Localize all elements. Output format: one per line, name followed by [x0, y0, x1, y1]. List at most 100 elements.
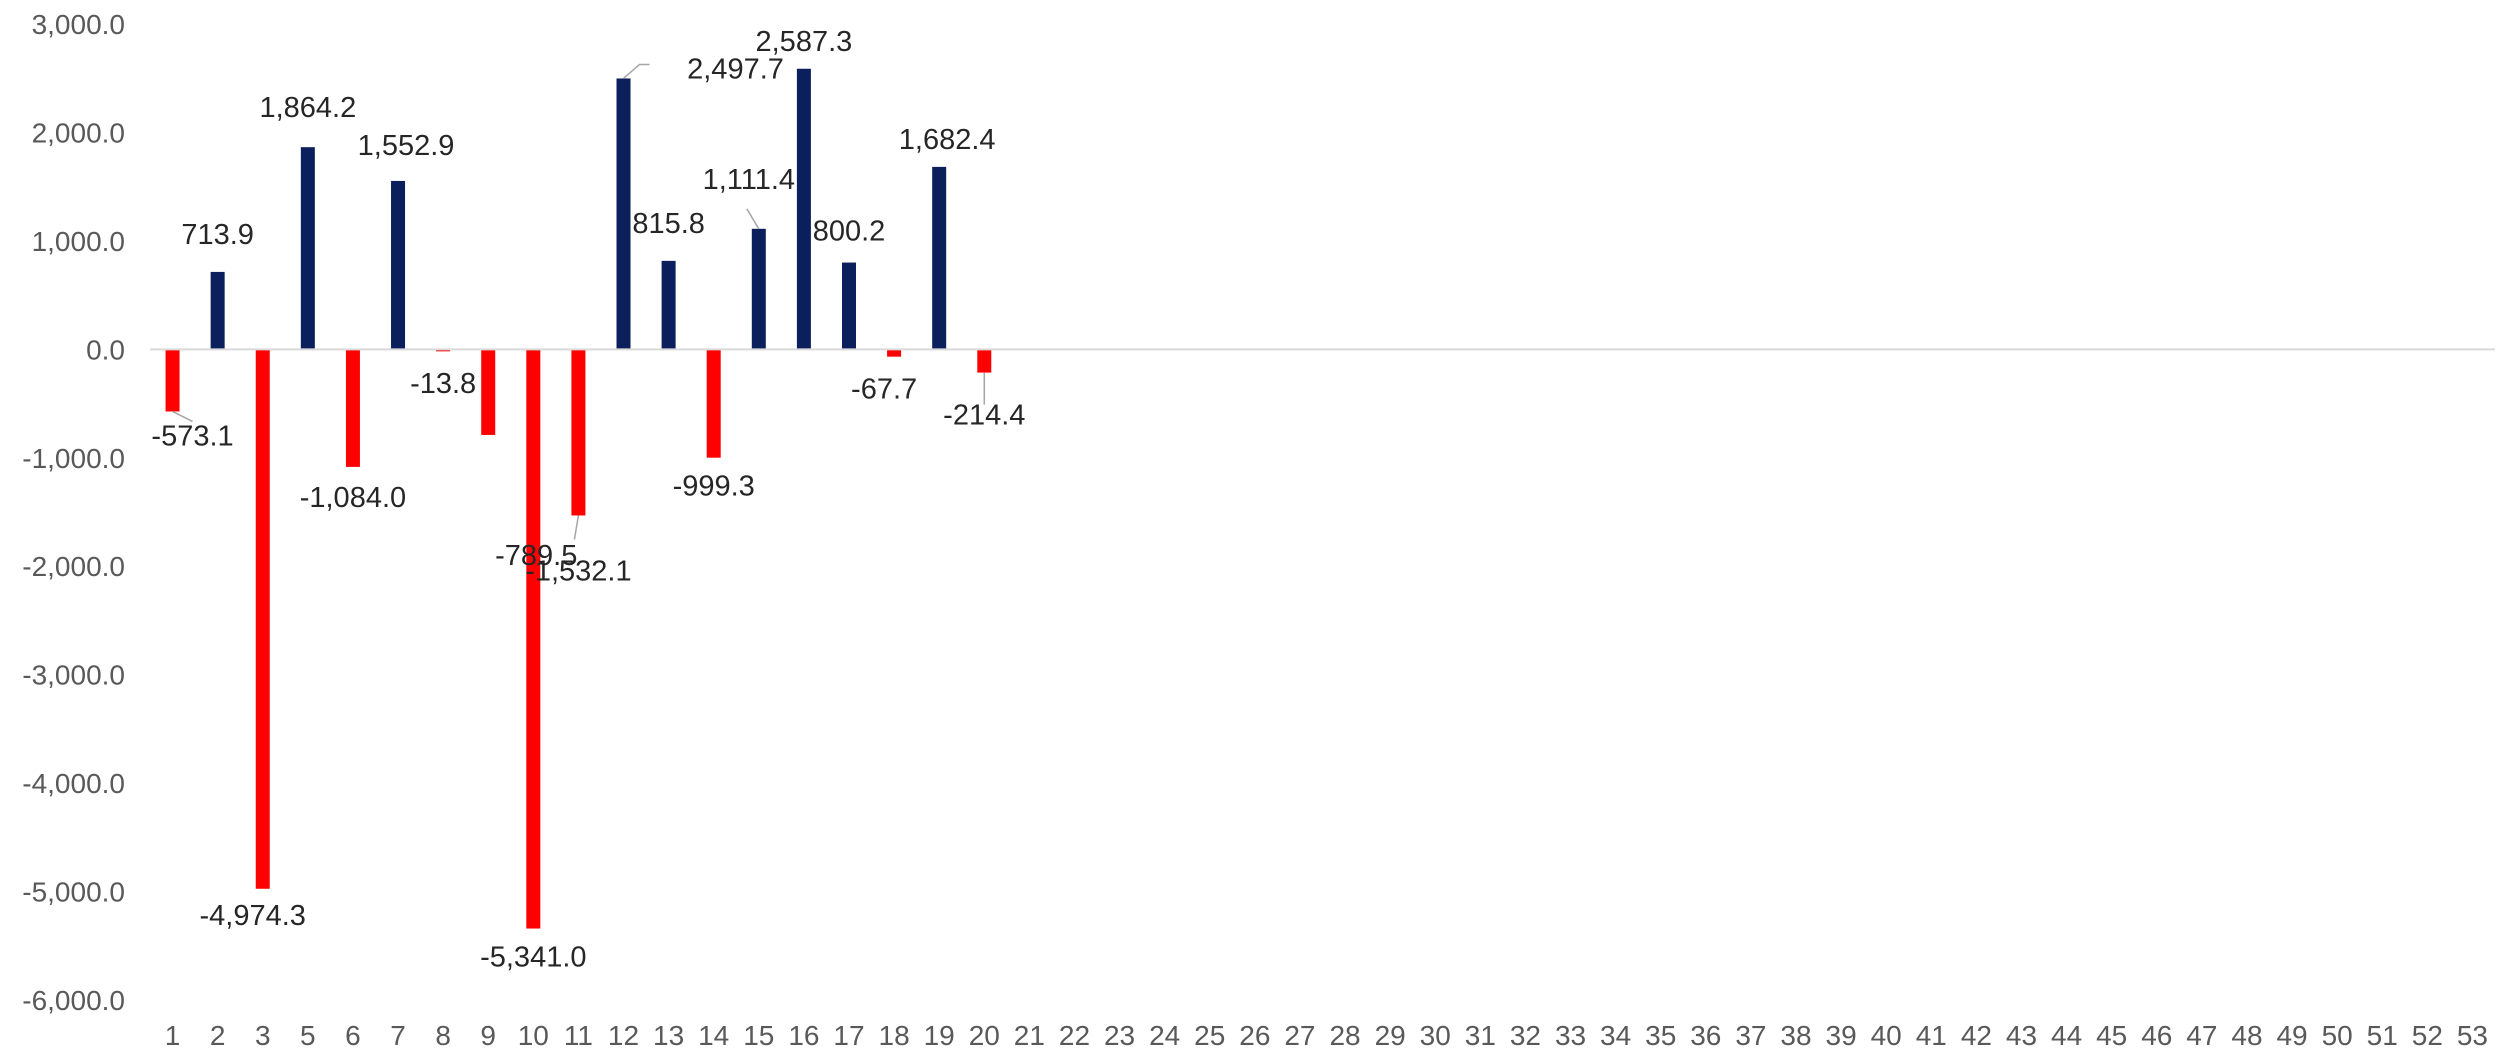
x-tick-label: 38	[1780, 1020, 1811, 1051]
data-label: 1,682.4	[899, 124, 996, 156]
bar	[661, 260, 676, 350]
x-tick-label: 32	[1510, 1020, 1541, 1051]
x-tick-label: 2	[210, 1020, 226, 1051]
data-label: -999.3	[673, 471, 755, 503]
bar	[887, 349, 902, 357]
x-tick-label: 45	[2096, 1020, 2127, 1051]
data-label: 1,864.2	[259, 92, 356, 124]
x-tick-label: 3	[255, 1020, 271, 1051]
y-tick-label: -6,000.0	[22, 985, 125, 1016]
x-tick-label: 7	[390, 1020, 406, 1051]
y-tick-label: 1,000.0	[32, 226, 125, 257]
x-tick-label: 41	[1916, 1020, 1947, 1051]
x-tick-label: 16	[788, 1020, 819, 1051]
data-label: 2,497.7	[687, 53, 784, 85]
y-axis: 3,000.0 2,000.0 1,000.0 0.0 -1,000.0 -2,000.0…	[22, 9, 125, 1016]
x-tick-label: 30	[1420, 1020, 1451, 1051]
y-tick-label: 2,000.0	[32, 117, 125, 148]
x-tick-label: 48	[2231, 1020, 2262, 1051]
x-tick-label: 40	[1871, 1020, 1902, 1051]
data-label: 713.9	[181, 219, 254, 251]
bar	[932, 166, 947, 350]
data-label: 1,552.9	[358, 130, 455, 162]
x-tick-label: 15	[743, 1020, 774, 1051]
x-tick-label: 50	[2322, 1020, 2353, 1051]
x-tick-label: 19	[924, 1020, 955, 1051]
y-tick-label: 0.0	[86, 334, 125, 365]
x-tick-label: 31	[1465, 1020, 1496, 1051]
x-tick-label: 13	[653, 1020, 684, 1051]
x-tick-label: 29	[1375, 1020, 1406, 1051]
x-tick-label: 1	[165, 1020, 181, 1051]
x-tick-label: 33	[1555, 1020, 1586, 1051]
bar	[255, 349, 270, 889]
x-tick-label: 24	[1149, 1020, 1180, 1051]
x-tick-label: 39	[1826, 1020, 1857, 1051]
x-tick-label: 20	[969, 1020, 1000, 1051]
x-tick-label: 53	[2457, 1020, 2488, 1051]
bar	[165, 349, 180, 412]
bar	[706, 349, 721, 458]
data-label: -5,341.0	[480, 942, 586, 974]
y-tick-label: -3,000.0	[22, 660, 125, 691]
x-tick-label: 21	[1014, 1020, 1045, 1051]
data-label: -13.8	[410, 368, 476, 400]
bar	[841, 262, 856, 350]
x-tick-label: 17	[833, 1020, 864, 1051]
data-label: -214.4	[943, 400, 1025, 432]
x-tick-label: 26	[1239, 1020, 1270, 1051]
data-label: -1,532.1	[525, 555, 631, 587]
x-tick-label: 25	[1194, 1020, 1225, 1051]
x-tick-label: 36	[1690, 1020, 1721, 1051]
x-tick-label: 10	[518, 1020, 549, 1051]
data-label: 2,587.3	[756, 26, 853, 58]
bar	[616, 78, 631, 350]
data-label: 815.8	[632, 208, 705, 240]
bar	[977, 349, 992, 373]
x-tick-label: 37	[1735, 1020, 1766, 1051]
y-tick-label: -4,000.0	[22, 768, 125, 799]
bar	[300, 147, 315, 350]
x-tick-label: 35	[1645, 1020, 1676, 1051]
bar	[526, 349, 541, 929]
data-label: 1,111.4	[703, 164, 795, 196]
x-tick-label: 23	[1104, 1020, 1135, 1051]
data-label: -67.7	[851, 374, 917, 406]
leader-line	[172, 410, 193, 423]
x-tick-label: 43	[2006, 1020, 2037, 1051]
x-tick-label: 34	[1600, 1020, 1631, 1051]
leader-line	[746, 208, 760, 230]
bar	[796, 68, 811, 350]
data-label: -789.5	[495, 540, 577, 572]
bar	[571, 349, 586, 516]
x-tick-label: 28	[1329, 1020, 1360, 1051]
x-tick-label: 47	[2186, 1020, 2217, 1051]
y-tick-label: -5,000.0	[22, 877, 125, 908]
x-tick-label: 27	[1284, 1020, 1315, 1051]
x-tick-label: 6	[345, 1020, 361, 1051]
bar	[751, 228, 766, 350]
x-tick-label: 52	[2412, 1020, 2443, 1051]
x-tick-label: 18	[879, 1020, 910, 1051]
x-tick-label: 42	[1961, 1020, 1992, 1051]
data-label: -4,974.3	[200, 900, 306, 932]
x-tick-label: 46	[2141, 1020, 2172, 1051]
bars	[165, 68, 992, 929]
x-tick-label: 11	[564, 1020, 593, 1051]
bar	[345, 349, 360, 467]
data-label: 800.2	[813, 216, 886, 248]
bar	[391, 180, 406, 350]
x-tick-label: 22	[1059, 1020, 1090, 1051]
leader-line	[573, 515, 580, 540]
data-label: -1,084.0	[300, 482, 406, 514]
y-tick-label: -2,000.0	[22, 551, 125, 582]
x-tick-label: 44	[2051, 1020, 2082, 1051]
x-tick-label: 14	[698, 1020, 729, 1051]
x-tick-label: 51	[2367, 1020, 2398, 1051]
x-axis: 1 2 3 5 6 7 8 9 10 11 12 13 14 15 16 17 18 19 20 21 22 23 24 25…	[165, 1020, 2488, 1051]
bar	[481, 349, 496, 435]
y-tick-label: 3,000.0	[32, 9, 125, 40]
x-tick-label: 12	[608, 1020, 639, 1051]
x-tick-label: 5	[300, 1020, 316, 1051]
